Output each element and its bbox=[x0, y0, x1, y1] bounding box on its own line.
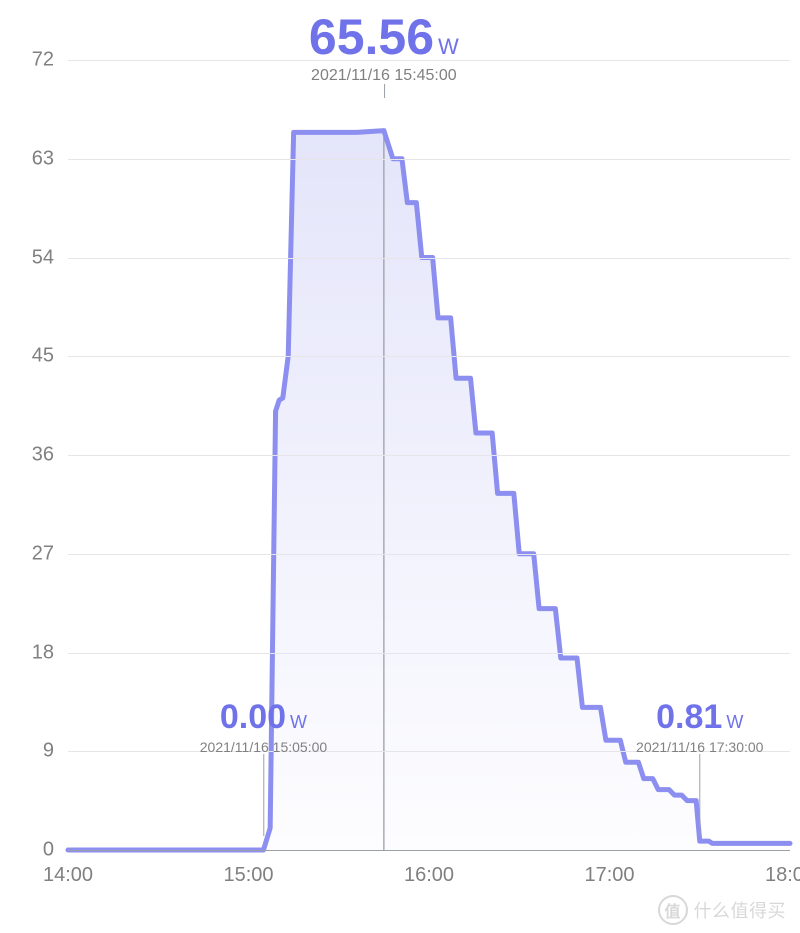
gridline bbox=[68, 258, 790, 259]
callout-timestamp: 2021/11/16 15:05:00 bbox=[200, 740, 327, 754]
callout-timestamp: 2021/11/16 17:30:00 bbox=[636, 740, 763, 754]
y-axis-label: 72 bbox=[32, 49, 68, 72]
gridline bbox=[68, 455, 790, 456]
y-axis-label: 63 bbox=[32, 147, 68, 170]
gridline bbox=[68, 356, 790, 357]
callout-tick bbox=[263, 754, 264, 836]
x-axis-label: 16:00 bbox=[404, 850, 454, 887]
y-axis-label: 54 bbox=[32, 246, 68, 269]
x-axis-label: 17:00 bbox=[584, 850, 634, 887]
watermark-text: 什么值得买 bbox=[694, 897, 787, 923]
callout-timestamp: 2021/11/16 15:45:00 bbox=[309, 68, 459, 84]
y-axis-label: 45 bbox=[32, 345, 68, 368]
watermark-badge: 值 bbox=[658, 895, 688, 925]
gridline bbox=[68, 554, 790, 555]
y-axis-label: 36 bbox=[32, 444, 68, 467]
gridline bbox=[68, 653, 790, 654]
x-axis-label: 18:00 bbox=[765, 850, 800, 887]
x-axis-label: 14:00 bbox=[43, 850, 93, 887]
callout-value: 0.81W bbox=[636, 700, 763, 734]
y-axis-label: 9 bbox=[43, 740, 68, 763]
callout-peak: 65.56W 2021/11/16 15:45:00 bbox=[309, 12, 459, 84]
y-axis-label: 27 bbox=[32, 542, 68, 565]
watermark: 值 什么值得买 bbox=[658, 895, 787, 925]
callout-value: 0.00W bbox=[200, 700, 327, 734]
callout-tick bbox=[384, 84, 385, 98]
power-chart: 091827364554637214:0015:0016:0017:0018:0… bbox=[0, 0, 800, 933]
callout-value: 65.56W bbox=[309, 12, 459, 62]
y-axis-label: 18 bbox=[32, 641, 68, 664]
gridline bbox=[68, 159, 790, 160]
x-axis-label: 15:00 bbox=[223, 850, 273, 887]
callout-tick bbox=[700, 754, 701, 836]
callout-start: 0.00W 2021/11/16 15:05:00 bbox=[200, 700, 327, 754]
callout-end: 0.81W 2021/11/16 17:30:00 bbox=[636, 700, 763, 754]
